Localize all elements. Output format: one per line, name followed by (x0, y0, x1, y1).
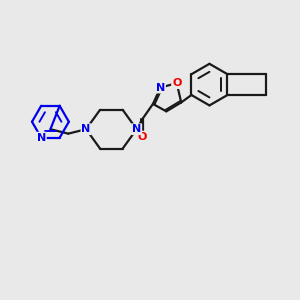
Text: N: N (37, 133, 46, 143)
Text: O: O (138, 132, 147, 142)
Text: O: O (172, 78, 182, 88)
Text: N: N (156, 82, 165, 93)
Text: N: N (82, 124, 91, 134)
Text: N: N (132, 124, 141, 134)
